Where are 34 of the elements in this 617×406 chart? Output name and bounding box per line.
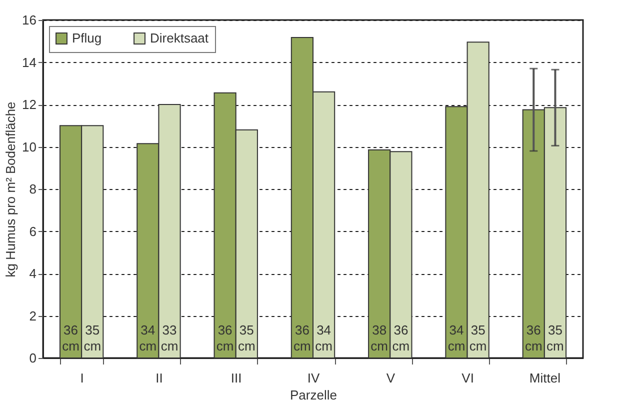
x-tick-label: V [386, 370, 396, 386]
y-tick-label: 0 [29, 350, 36, 366]
annotation: 36 cm [294, 322, 311, 354]
annotation: 35 cm [546, 322, 564, 354]
annotation: 35 cm [84, 322, 102, 354]
y-tick-label: 4 [29, 266, 36, 281]
annotation: 35 cm [469, 322, 487, 354]
y-tick-label: 8 [29, 182, 36, 196]
x-axis-title: Parzelle [290, 388, 337, 402]
x-tick-label: I [80, 370, 84, 386]
annotation: 34 cm [448, 322, 466, 354]
annotation: 36 cm [392, 322, 410, 354]
annotation: 34 cm [139, 322, 157, 354]
legend-label: Pflug [72, 30, 102, 46]
y-tick-label: 10 [22, 139, 36, 154]
annotation: 35 cm [238, 322, 256, 354]
annotation: 34 cm [315, 322, 332, 354]
legend-label: Direktsaat [150, 30, 209, 46]
x-tick-label: IV [307, 370, 320, 386]
y-tick-label: 6 [29, 224, 36, 239]
y-tick-label: 2 [29, 308, 36, 324]
annotation: 36 cm [216, 322, 234, 354]
y-axis-title: kg Humus pro m² Bodenfläche [3, 102, 18, 278]
annotation: 36 cm [524, 322, 542, 354]
annotation: 33 cm [160, 322, 178, 354]
x-tick-label: III [230, 370, 242, 386]
x-tick-label: Mittel [529, 370, 561, 386]
y-tick-label: 14 [22, 54, 36, 70]
x-tick-label: VI [462, 370, 474, 386]
y-tick-label: 16 [22, 12, 36, 28]
annotation: 38 cm [370, 322, 388, 354]
annotation: 36 cm [62, 322, 80, 354]
x-tick-label: II [156, 370, 163, 386]
y-tick-label: 12 [22, 97, 36, 112]
